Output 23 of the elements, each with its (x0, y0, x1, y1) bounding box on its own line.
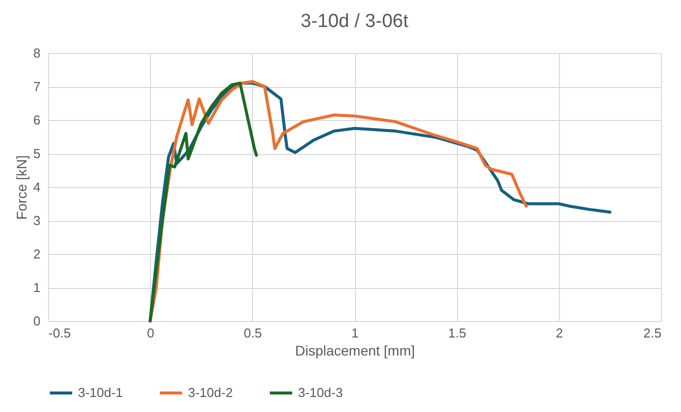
y-tick-label: 5 (33, 146, 40, 161)
x-tick-label: 1 (351, 326, 359, 340)
x-axis-title: Displacement [mm] (295, 342, 415, 358)
y-tick-label: 0 (33, 314, 40, 328)
x-tick-label: 1.5 (448, 326, 466, 340)
y-tick-label: 3 (33, 213, 40, 228)
y-tick-label: 6 (33, 112, 40, 128)
legend-label: 3-10d-2 (188, 385, 233, 400)
y-tick-label: 8 (33, 46, 40, 60)
legend-label: 3-10d-3 (298, 385, 343, 400)
y-tick-label: 2 (33, 246, 40, 262)
legend-label: 3-10d-1 (78, 385, 123, 400)
y-tick-label: 7 (33, 79, 40, 94)
x-tick-label: 2 (556, 326, 563, 340)
y-tick-label: 4 (33, 180, 40, 194)
chart-title: 3-10d / 3-06t (300, 11, 410, 32)
x-tick-label: 0.5 (244, 326, 262, 340)
x-tick-label: 2.5 (643, 326, 662, 340)
y-tick-label: 1 (33, 280, 40, 295)
y-axis-title: Force [kN] (13, 155, 30, 220)
x-tick-label: 0 (147, 326, 154, 340)
line-series (148, 82, 258, 322)
x-tick-label: -0.5 (48, 326, 71, 340)
